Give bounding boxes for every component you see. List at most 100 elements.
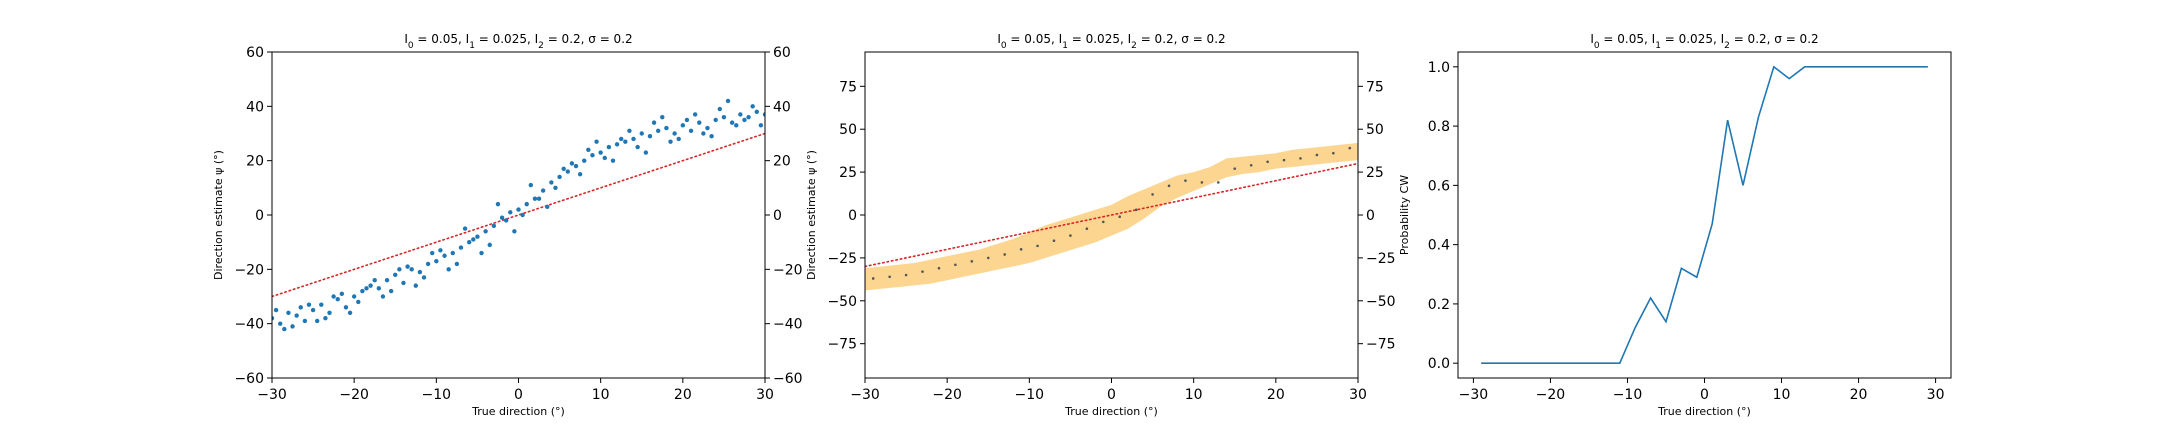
right-y-tick-label: −60 [773,371,803,387]
title-part: I [997,32,1001,46]
y-tick-label: −75 [827,337,857,353]
data-point [491,223,497,229]
mean-point [1052,239,1056,243]
mean-point [1134,208,1138,212]
data-point [660,115,665,120]
data-point [487,242,492,248]
data-point [721,115,727,120]
data-point [643,150,649,155]
x-tick-label: −10 [422,387,452,403]
mean-point [1036,244,1039,248]
data-point [278,321,283,326]
data-point [606,144,612,150]
data-point [306,302,312,307]
data-point [282,326,287,332]
data-point [573,163,579,169]
data-point [327,310,332,315]
title-part: 1 [1062,41,1068,51]
x-tick-label: 20 [674,387,692,403]
y-tick-label: 0.2 [1428,297,1450,313]
title-part: = 0.05, I [1600,32,1656,46]
mean-point [921,270,924,273]
data-point [524,201,529,207]
mean-point [970,260,974,263]
right-y-tick-label: 60 [773,45,791,61]
data-point [343,305,349,310]
y-axis-label: Direction estimate ψ (°) [212,150,225,280]
mean-point [1184,179,1187,182]
right-y-tick-label: 0 [773,208,782,224]
data-point [479,250,484,256]
mean-point [1299,157,1302,160]
data-point [754,109,759,114]
mean-point [888,275,891,279]
title-part: = 0.025, I [1068,32,1131,46]
x-tick-label: 0 [1107,387,1116,403]
title-part: I [404,32,408,46]
data-point [425,261,431,267]
mean-point [1266,160,1269,164]
data-point [356,299,361,305]
right-y-tick-label: 75 [1366,79,1384,95]
title-part: 1 [469,41,475,51]
data-point [331,294,336,299]
x-tick-label: 30 [756,387,774,403]
data-point [758,123,764,128]
data-point [467,239,472,245]
axes-frame [1457,51,1952,379]
data-point [586,147,591,152]
title-part: 0 [408,41,414,51]
title-part: = 0.2, σ = 0.2 [1730,32,1819,46]
data-point [302,318,308,324]
data-point [664,125,669,131]
x-tick-label: −10 [1613,387,1643,403]
data-point [364,286,369,291]
data-point [335,297,340,302]
reference-line [272,132,765,298]
data-point [446,267,451,272]
title-part: = 0.2, σ = 0.2 [1137,32,1226,46]
data-point [323,316,328,321]
data-point [372,278,377,283]
y-tick-label: 0 [848,208,857,224]
data-point [688,128,694,133]
data-point [725,98,731,104]
data-point [454,261,460,267]
data-point [582,158,587,163]
y-tick-label: −40 [234,317,264,333]
mean-point [1003,253,1006,256]
data-point [495,201,501,207]
mean-point [1348,146,1352,150]
data-point [347,310,353,315]
data-point [393,272,398,277]
data-point [619,136,624,142]
mean-point [1249,163,1253,167]
data-point [705,125,710,131]
x-axis-label: True direction (°) [1064,405,1158,418]
data-point [692,112,698,117]
x-tick-label: −20 [339,387,369,403]
data-point [557,174,562,180]
y-tick-label: 40 [246,99,264,115]
data-point [442,253,447,258]
data-point [430,250,435,256]
mean-point [1332,151,1335,155]
mean-point [1200,181,1204,184]
mean-point [1233,167,1237,170]
axes-frame [271,51,766,379]
data-point [561,166,566,172]
mean-point [871,277,875,280]
y-tick-label: −60 [234,371,264,387]
data-point [713,117,718,123]
data-point [598,150,603,155]
title-part: = 0.05, I [1007,32,1063,46]
plot-area [865,142,1358,291]
data-point [684,117,690,123]
data-point [734,123,739,128]
data-point [462,226,468,231]
data-point [762,112,765,117]
data-point [286,310,291,315]
chart-title: I0 = 0.05, I1 = 0.025, I2 = 0.2, σ = 0.2 [1590,32,1818,51]
right-y-tick-label: 25 [1366,165,1384,181]
title-part: = 0.05, I [414,32,470,46]
